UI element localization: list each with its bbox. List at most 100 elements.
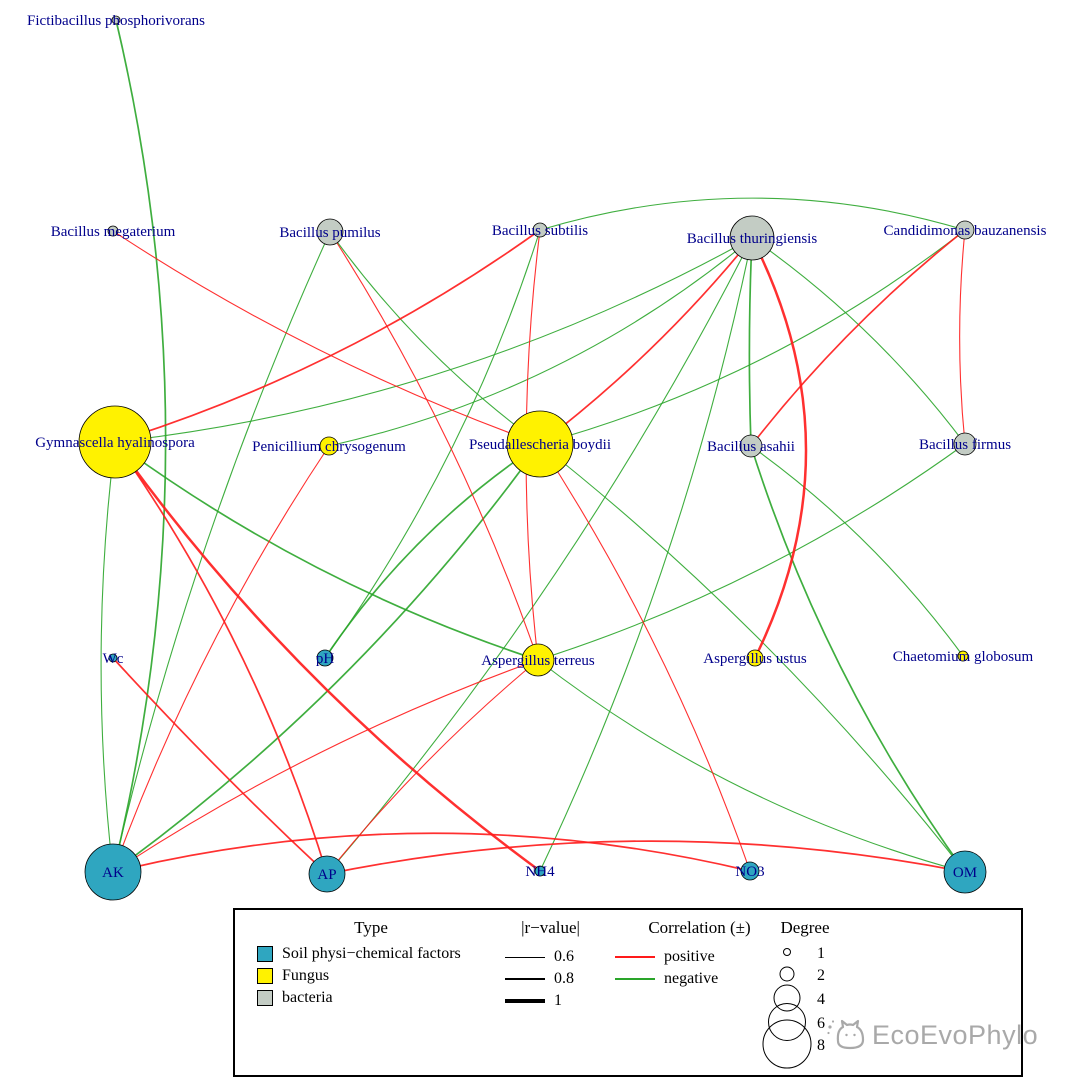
edge-pseudallescheria-no3-positive (539, 443, 751, 872)
node-nh4[interactable] (534, 865, 546, 877)
node-ustus[interactable] (746, 649, 764, 667)
legend-item-r1: 1 (505, 992, 562, 1010)
node-label-wc: Wc (103, 651, 124, 667)
legend-item-soil: Soil physi−chemical factors (257, 945, 461, 963)
node-pseudallescheria[interactable] (506, 410, 574, 478)
legend-correlation-column: Correlation (±) positive negative (607, 910, 792, 1075)
node-asahii[interactable] (739, 434, 763, 458)
node-label-ph: pH (316, 651, 335, 667)
edge-candidimonas-firmus-positive (959, 229, 966, 445)
bacteria-color-swatch (257, 990, 273, 1006)
node-label-gymnascella: Gymnascella hyalinospora (35, 435, 195, 451)
node-thuringiensis[interactable] (729, 215, 775, 261)
legend-rvalue-header: |r−value| (521, 918, 580, 937)
legend-label-r1: 1 (554, 992, 562, 1009)
edge-candidimonas-asahii-positive (750, 229, 966, 447)
degree-label-6: 6 (817, 1015, 825, 1032)
node-label-om: OM (953, 865, 977, 881)
legend-label-soil: Soil physi−chemical factors (282, 945, 461, 962)
degree-label-4: 4 (817, 991, 825, 1008)
edge-thuringiensis-penicillium-negative (328, 237, 753, 447)
node-chaetomium[interactable] (957, 650, 969, 662)
node-subtilis[interactable] (532, 222, 548, 238)
node-label-candidimonas: Candidimonas bauzanensis (884, 223, 1047, 239)
node-om[interactable] (943, 850, 987, 894)
edge-pseudallescheria-ak-negative (112, 443, 541, 873)
node-label-terreus: Aspergillus terreus (481, 653, 595, 669)
edge-terreus-om-negative (537, 659, 966, 873)
legend-box: Type Soil physi−chemical factors Fungus … (233, 908, 1023, 1077)
node-wc[interactable] (108, 653, 118, 663)
legend-label-negative: negative (664, 970, 719, 987)
legend-correlation-header: Correlation (±) (648, 918, 751, 937)
edge-pseudallescheria-om-negative (539, 443, 966, 873)
node-label-pumilus: Bacillus pumilus (279, 225, 380, 241)
node-penicillium[interactable] (319, 436, 339, 456)
edge-thuringiensis-gymnascella-negative (114, 237, 753, 443)
legend-label-r08: 0.8 (554, 970, 574, 987)
edge-pumilus-terreus-positive (329, 231, 539, 661)
edge-gymnascella-ap-positive (114, 441, 328, 875)
edge-subtilis-candidimonas-negative (539, 197, 966, 231)
edge-penicillium-ak-positive (112, 445, 330, 873)
edge-pumilus-ak-negative (112, 231, 331, 873)
degree-circle-6 (768, 1003, 806, 1041)
edge-thuringiensis-nh4-negative (539, 237, 753, 872)
edge-asahii-om-negative (750, 445, 966, 873)
legend-type-column: Type Soil physi−chemical factors Fungus … (251, 910, 491, 1075)
node-label-ustus: Aspergillus ustus (703, 651, 807, 667)
legend-degree-header: Degree (780, 918, 830, 937)
legend-label-r06: 0.6 (554, 948, 574, 965)
edge-ak-terreus-positive (112, 659, 539, 873)
node-gymnascella[interactable] (78, 405, 152, 479)
watermark-text: EcoEvoPhylo (872, 1019, 1039, 1050)
edge-gymnascella-ak-negative (100, 441, 116, 873)
legend-rvalue-column: |r−value| 0.6 0.8 1 (493, 910, 608, 1075)
edge-terreus-ap-positive (326, 659, 539, 875)
legend-item-r06: 0.6 (505, 948, 574, 966)
node-label-thuringiensis: Bacillus thuringiensis (687, 231, 818, 247)
legend-item-positive: positive (615, 948, 715, 966)
edge-thuringiensis-firmus-negative (751, 237, 966, 445)
edge-subtilis-gymnascella-positive (114, 229, 541, 443)
edge-thuringiensis-pseudallescheria-positive (539, 237, 753, 445)
edge-megaterium-pseudallescheria-positive (112, 230, 541, 445)
legend-label-fungus: Fungus (282, 967, 330, 984)
legend-item-negative: negative (615, 970, 718, 988)
node-ap[interactable] (308, 855, 346, 893)
node-no3[interactable] (740, 861, 760, 881)
node-ph[interactable] (316, 649, 334, 667)
soil-color-swatch (257, 946, 273, 962)
edge-wc-ap-positive (112, 657, 328, 875)
node-terreus[interactable] (521, 643, 555, 677)
edge-firmus-terreus-negative (537, 443, 966, 661)
node-candidimonas[interactable] (955, 220, 975, 240)
positive-line-sample (615, 956, 655, 958)
fungus-color-swatch (257, 968, 273, 984)
node-firmus[interactable] (953, 432, 977, 456)
node-label-megaterium: Bacillus megaterium (51, 224, 176, 240)
edge-candidimonas-pseudallescheria-negative (539, 229, 966, 445)
node-pumilus[interactable] (316, 218, 344, 246)
node-fictibacillus[interactable] (111, 15, 121, 25)
node-label-penicillium: Penicillium chrysogenum (252, 439, 406, 455)
degree-circle-1 (783, 948, 791, 956)
node-ak[interactable] (84, 843, 142, 901)
degree-circle-2 (779, 966, 795, 982)
node-label-no3: NO3 (735, 864, 764, 880)
node-label-subtilis: Bacillus subtilis (492, 223, 588, 239)
node-label-nh4: NH4 (525, 864, 555, 880)
line-width-sample-medium (505, 977, 545, 981)
degree-label-2: 2 (817, 967, 825, 984)
node-megaterium[interactable] (107, 225, 119, 237)
line-width-sample-thin (505, 956, 545, 958)
degree-label-1: 1 (817, 945, 825, 962)
ecoevophylo-logo-icon (827, 1019, 865, 1050)
degree-legend-svg: 1 2 4 6 8 (762, 945, 825, 1069)
negative-line-sample (615, 978, 655, 980)
node-label-firmus: Bacillus firmus (919, 437, 1011, 453)
degree-label-8: 8 (817, 1037, 825, 1054)
legend-label-positive: positive (664, 948, 715, 965)
